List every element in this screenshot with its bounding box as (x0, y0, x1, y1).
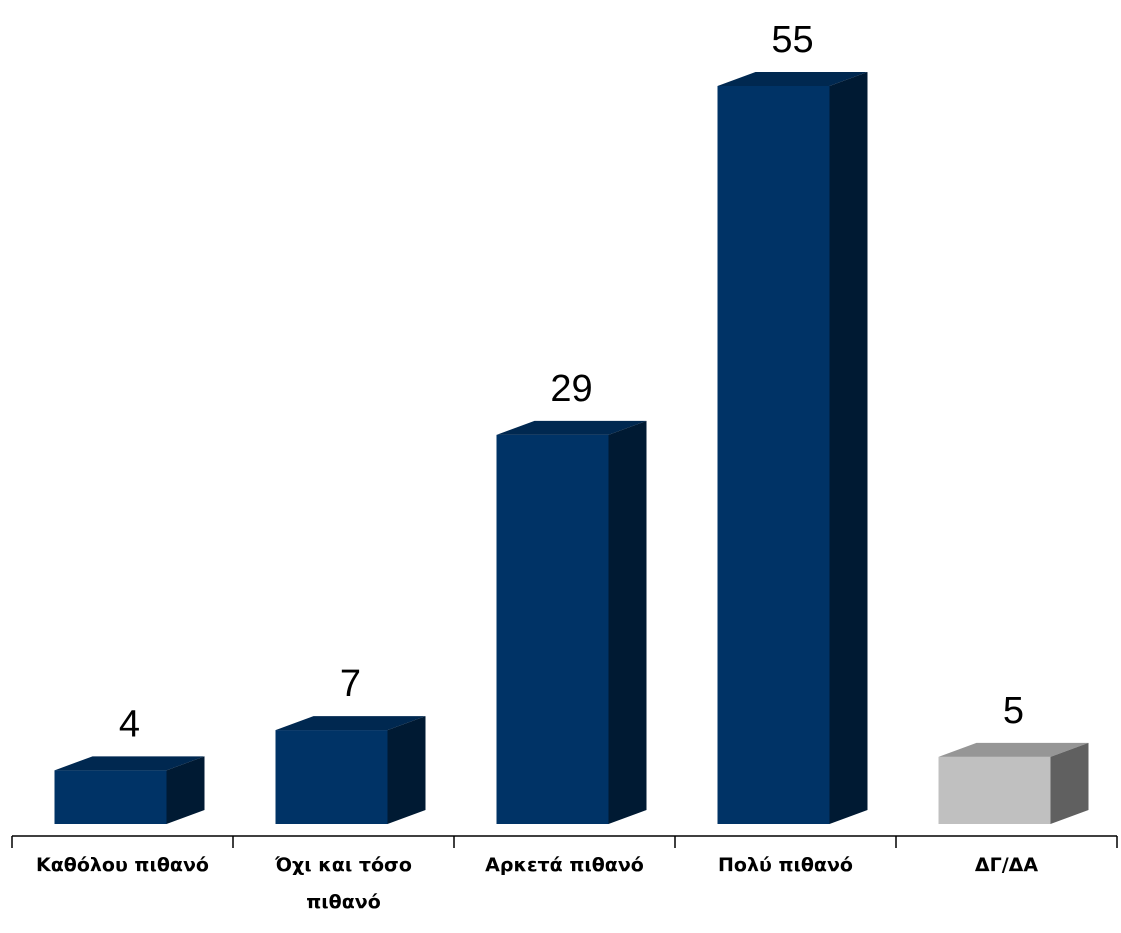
category-label: ΔΓ/ΔΑ (975, 854, 1038, 876)
category-label: Αρκετά πιθανό (485, 854, 644, 876)
category-label-line: Αρκετά πιθανό (485, 854, 644, 876)
bar-side-face (829, 72, 868, 824)
bar-front-face (717, 86, 830, 824)
category-label: Καθόλου πιθανό (36, 854, 209, 876)
bars (54, 72, 1089, 824)
value-label: 5 (1003, 690, 1024, 732)
bar-top-face (54, 756, 205, 771)
bar-front-face (54, 770, 167, 824)
category-label: Πολύ πιθανό (718, 854, 853, 876)
category-label-line: Όχι και τόσο (274, 854, 412, 876)
category-label-line: Καθόλου πιθανό (36, 854, 209, 876)
value-label: 55 (771, 19, 813, 61)
bar-top-face (496, 420, 647, 435)
x-axis (11, 835, 1118, 848)
value-label: 4 (119, 703, 140, 745)
value-label: 29 (550, 368, 592, 410)
bar-front-face (275, 730, 388, 824)
category-label-line: Πολύ πιθανό (718, 854, 853, 876)
bar-top-face (717, 72, 868, 86)
value-label: 7 (340, 663, 361, 705)
bar-3 (496, 420, 647, 824)
bar-4 (717, 72, 868, 824)
bar-top-face (938, 742, 1089, 757)
bar-top-face (275, 716, 426, 731)
bar-side-face (166, 756, 205, 824)
category-label: Όχι και τόσο πιθανό (274, 854, 412, 913)
category-label-line: ΔΓ/ΔΑ (975, 854, 1038, 876)
bar-side-face (1050, 742, 1089, 824)
bar-side-face (608, 420, 647, 824)
bar-1 (54, 756, 205, 824)
bar-5 (938, 742, 1089, 824)
bar-2 (275, 716, 426, 824)
category-labels: Καθόλου πιθανό Όχι και τόσο πιθανό Αρκετά π… (36, 854, 1038, 913)
bar-side-face (387, 716, 426, 824)
bar-front-face (496, 434, 609, 824)
bar-front-face (938, 756, 1051, 824)
category-label-line: πιθανό (306, 891, 381, 913)
